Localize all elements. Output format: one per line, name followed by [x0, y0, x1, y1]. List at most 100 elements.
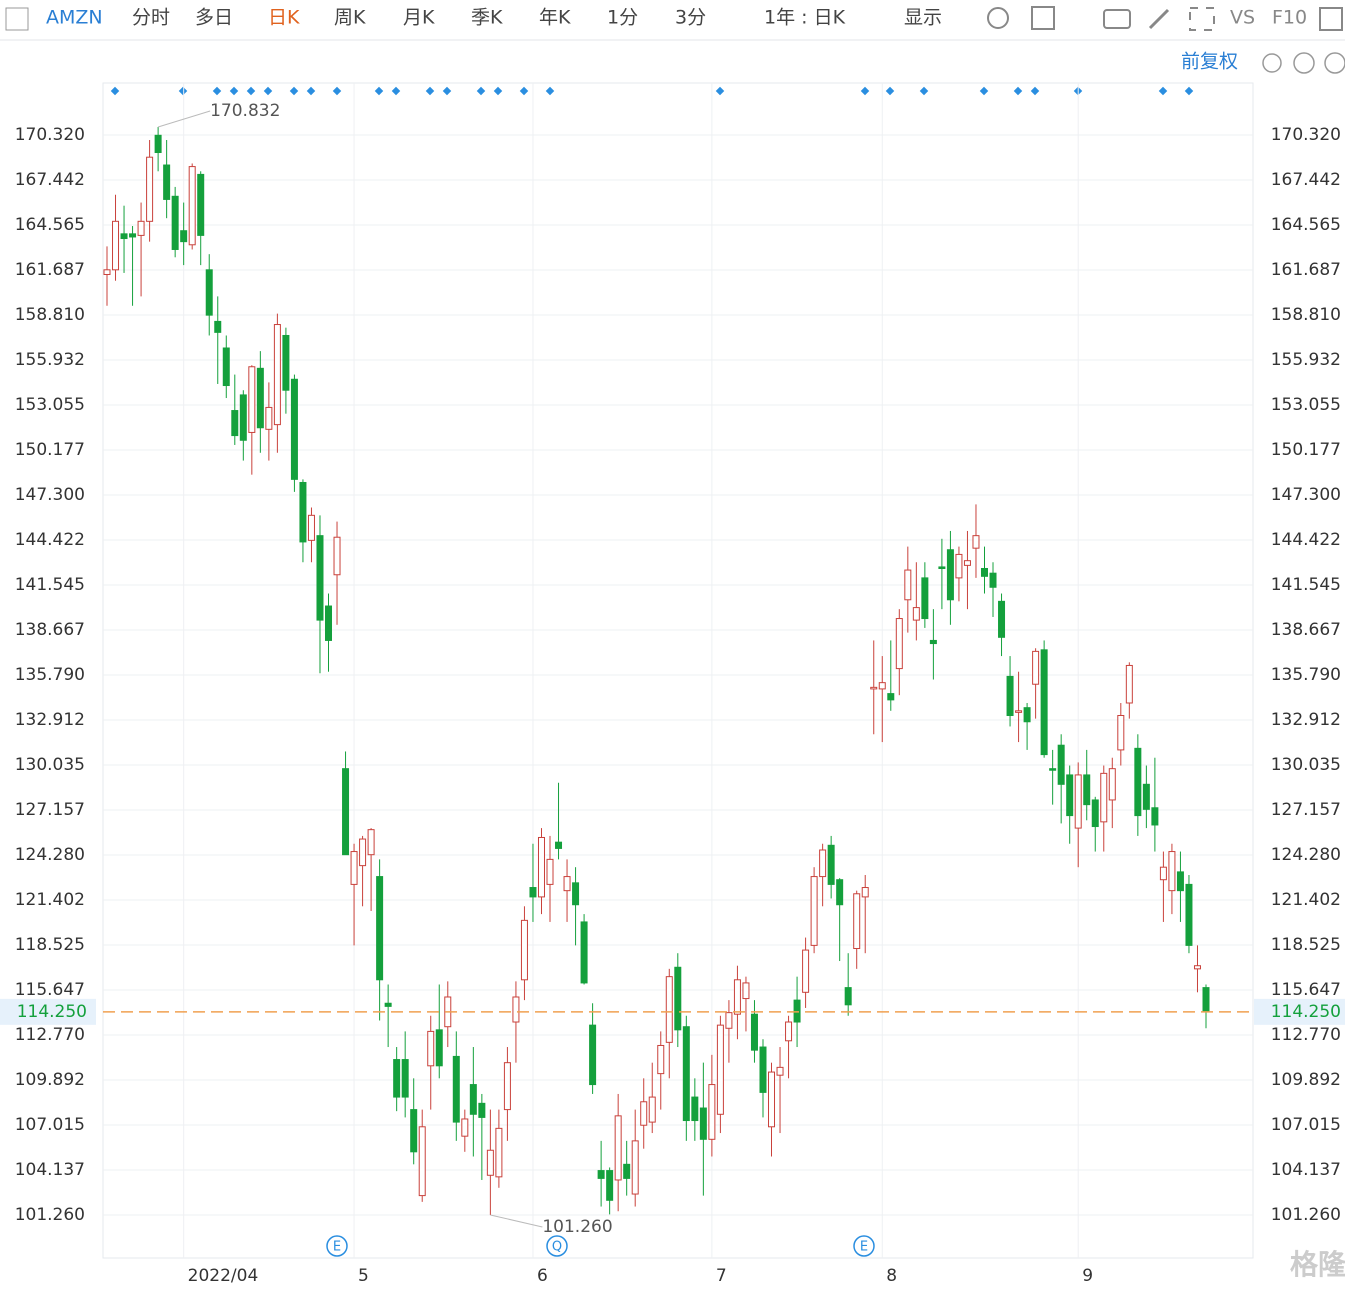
candle-body [469, 1084, 477, 1115]
candle-body [512, 996, 520, 1023]
y2-tick-label: 141.545 [1271, 575, 1341, 595]
candle-body [342, 768, 350, 856]
y-tick-label: 109.892 [15, 1070, 85, 1090]
candle-body [427, 1030, 435, 1067]
x-tick-label: 8 [886, 1266, 897, 1286]
event-marker[interactable] [546, 1235, 568, 1257]
candle-body [367, 829, 375, 856]
y-tick-label: 170.320 [15, 125, 85, 145]
y-tick-label: 161.687 [15, 260, 85, 280]
candle-body [623, 1163, 631, 1179]
tab[interactable]: 3分 [675, 7, 706, 29]
tab[interactable]: 周K [334, 7, 366, 29]
panel-icon[interactable] [1319, 7, 1343, 31]
candle-body [682, 1026, 690, 1122]
tab[interactable]: 月K [403, 7, 435, 29]
candle-body [307, 514, 315, 541]
watermark: 格隆汇 [1290, 1248, 1345, 1281]
candle-body [580, 921, 588, 984]
candle-body [861, 887, 869, 898]
annotation-label: 170.832 [210, 101, 280, 121]
candle-body [1006, 675, 1014, 716]
candle-body [597, 1170, 605, 1179]
candle-body [129, 233, 137, 238]
candle-body [478, 1102, 486, 1118]
zoom-out-icon[interactable] [1293, 52, 1315, 74]
candle-body [1023, 707, 1031, 723]
y2-tick-label: 130.035 [1271, 755, 1341, 775]
symbol[interactable]: AMZN [46, 7, 103, 29]
event-marker[interactable] [853, 1235, 875, 1257]
event-marker[interactable] [326, 1235, 348, 1257]
tab[interactable]: 年K [539, 7, 571, 29]
candle-body [742, 982, 750, 1000]
candle-body [836, 879, 844, 906]
flag-diamond [178, 86, 188, 96]
y2-tick-label: 127.157 [1271, 800, 1341, 820]
shape-icon[interactable] [1031, 6, 1055, 30]
tab[interactable]: 分时 [132, 7, 170, 29]
flag-diamond [229, 86, 239, 96]
candle-body [699, 1107, 707, 1140]
candle-body [589, 1024, 597, 1086]
tab[interactable]: 多日 [195, 7, 233, 29]
candle-body [887, 693, 895, 701]
candle-body [768, 1071, 776, 1128]
camera-icon[interactable] [1103, 9, 1131, 29]
flag-diamond [110, 86, 120, 96]
candle-body [214, 320, 222, 333]
candle-body [1040, 649, 1048, 756]
tab[interactable]: 季K [471, 7, 503, 29]
y-tick-label: 138.667 [15, 620, 85, 640]
last-price-box [1254, 998, 1345, 1025]
candle-body [333, 536, 341, 576]
candle-body [384, 1002, 392, 1007]
adjust-button[interactable]: 前复权 [1181, 51, 1238, 73]
candle-body [631, 1140, 639, 1195]
y2-tick-label: 158.810 [1271, 305, 1341, 325]
pen-icon[interactable] [1148, 8, 1170, 30]
fullscreen-icon[interactable] [1189, 7, 1215, 31]
y-tick-label: 121.402 [15, 890, 85, 910]
flag-diamond [493, 86, 503, 96]
candle-body [222, 347, 230, 387]
candle-body [1091, 799, 1099, 828]
y-tick-label: 153.055 [15, 395, 85, 415]
candle-body [972, 535, 980, 549]
candle-body [529, 887, 537, 898]
candle-body [938, 566, 946, 569]
y2-tick-label: 135.790 [1271, 665, 1341, 685]
candle-body [1168, 851, 1176, 892]
candle-body [120, 233, 128, 240]
candle-body [674, 966, 682, 1031]
annotation-leader [490, 1214, 543, 1228]
y-tick-label: 130.035 [15, 755, 85, 775]
checkbox[interactable] [5, 7, 29, 31]
annotation-leader [157, 110, 211, 128]
display-select[interactable]: 显示 [904, 7, 942, 29]
candle-body [989, 572, 997, 588]
y2-tick-label: 109.892 [1271, 1070, 1341, 1090]
candle-body [316, 535, 324, 621]
period-select[interactable]: 1年 : 日K [764, 7, 846, 29]
undo-icon[interactable] [1262, 53, 1282, 73]
y-tick-label: 107.015 [15, 1115, 85, 1135]
candle-body [1202, 987, 1210, 1013]
settings-icon[interactable] [987, 7, 1009, 29]
tab[interactable]: 日K [268, 7, 300, 29]
x-tick-label: 2022/04 [188, 1266, 259, 1286]
candle-body [401, 1059, 409, 1098]
vs-button[interactable]: VS [1230, 7, 1255, 29]
candle-body [895, 618, 903, 670]
f10-button[interactable]: F10 [1272, 7, 1307, 29]
candle-body [350, 851, 358, 885]
last-price-label: 114.250 [1271, 1002, 1341, 1022]
candle-body [614, 1115, 622, 1181]
tab[interactable]: 1分 [607, 7, 638, 29]
candle-body [733, 979, 741, 1015]
candle-body [1074, 774, 1082, 829]
zoom-in-icon[interactable] [1324, 52, 1345, 74]
x-tick-label: 5 [358, 1266, 369, 1286]
candle-body [640, 1101, 648, 1126]
